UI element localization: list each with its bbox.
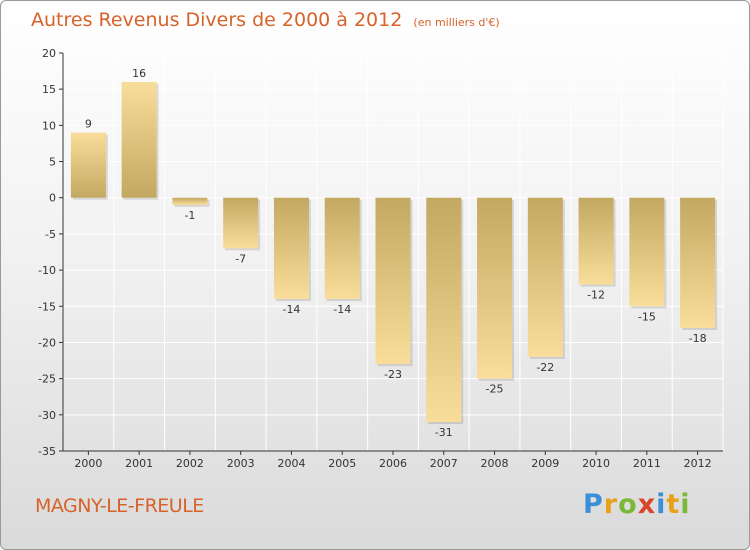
bar	[680, 197, 716, 328]
x-tick-label: 2001	[125, 457, 153, 470]
x-tick-label: 2003	[227, 457, 255, 470]
location-name: MAGNY-LE-FREULE	[35, 495, 204, 517]
logo-letter: t	[666, 489, 681, 520]
logo-letter: o	[618, 489, 638, 520]
y-tick-label: -20	[38, 336, 56, 349]
bar	[426, 197, 462, 423]
logo-letter: x	[637, 489, 657, 520]
bar	[273, 197, 309, 300]
x-tick-label: 2005	[328, 457, 356, 470]
logo-letter: r	[603, 489, 619, 520]
bar	[70, 132, 106, 198]
y-tick-label: -25	[38, 373, 56, 386]
data-label: -1	[184, 209, 195, 222]
data-label: 9	[85, 118, 92, 131]
data-label: -15	[638, 310, 656, 323]
bar	[629, 197, 665, 307]
x-tick-label: 2008	[481, 457, 509, 470]
chart-title: Autres Revenus Divers de 2000 à 2012	[31, 9, 403, 31]
y-tick-label: -35	[38, 445, 56, 458]
bar	[578, 197, 614, 285]
x-tick-label: 2011	[633, 457, 661, 470]
bar	[324, 197, 360, 300]
y-tick-label: 0	[49, 192, 56, 205]
bar	[375, 197, 411, 365]
bar	[223, 197, 259, 249]
bar	[527, 197, 563, 357]
logo-letter: i	[656, 489, 667, 520]
bar	[477, 197, 513, 379]
data-label: 16	[132, 67, 146, 80]
x-tick-label: 2002	[176, 457, 204, 470]
y-tick-label: -5	[45, 228, 56, 241]
y-tick-label: -30	[38, 409, 56, 422]
data-label: -25	[486, 383, 504, 396]
y-tick-label: -10	[38, 264, 56, 277]
data-label: -31	[435, 426, 453, 439]
y-tick-label: 15	[42, 83, 56, 96]
x-tick-label: 2009	[531, 457, 559, 470]
x-tick-label: 2010	[582, 457, 610, 470]
data-label: -18	[689, 332, 707, 345]
bar	[172, 197, 208, 205]
data-label: -14	[282, 303, 300, 316]
data-label: -14	[333, 303, 351, 316]
logo-letter: P	[583, 489, 604, 520]
data-label: -12	[587, 289, 605, 302]
proxiti-logo: Proxiti	[583, 489, 691, 520]
chart-subtitle: (en milliers d'€)	[413, 16, 500, 29]
x-tick-label: 2004	[277, 457, 305, 470]
y-tick-label: -15	[38, 300, 56, 313]
y-tick-label: 10	[42, 119, 56, 132]
y-tick-label: 5	[49, 156, 56, 169]
data-label: -22	[536, 361, 554, 374]
x-tick-label: 2006	[379, 457, 407, 470]
x-tick-label: 2007	[430, 457, 458, 470]
x-tick-label: 2012	[684, 457, 712, 470]
logo-letter: i	[680, 489, 691, 520]
bar	[121, 81, 157, 198]
title-row: Autres Revenus Divers de 2000 à 2012 (en…	[31, 9, 500, 31]
data-label: -7	[235, 252, 246, 265]
y-tick-label: 20	[42, 47, 56, 60]
x-tick-label: 2000	[74, 457, 102, 470]
data-label: -23	[384, 368, 402, 381]
